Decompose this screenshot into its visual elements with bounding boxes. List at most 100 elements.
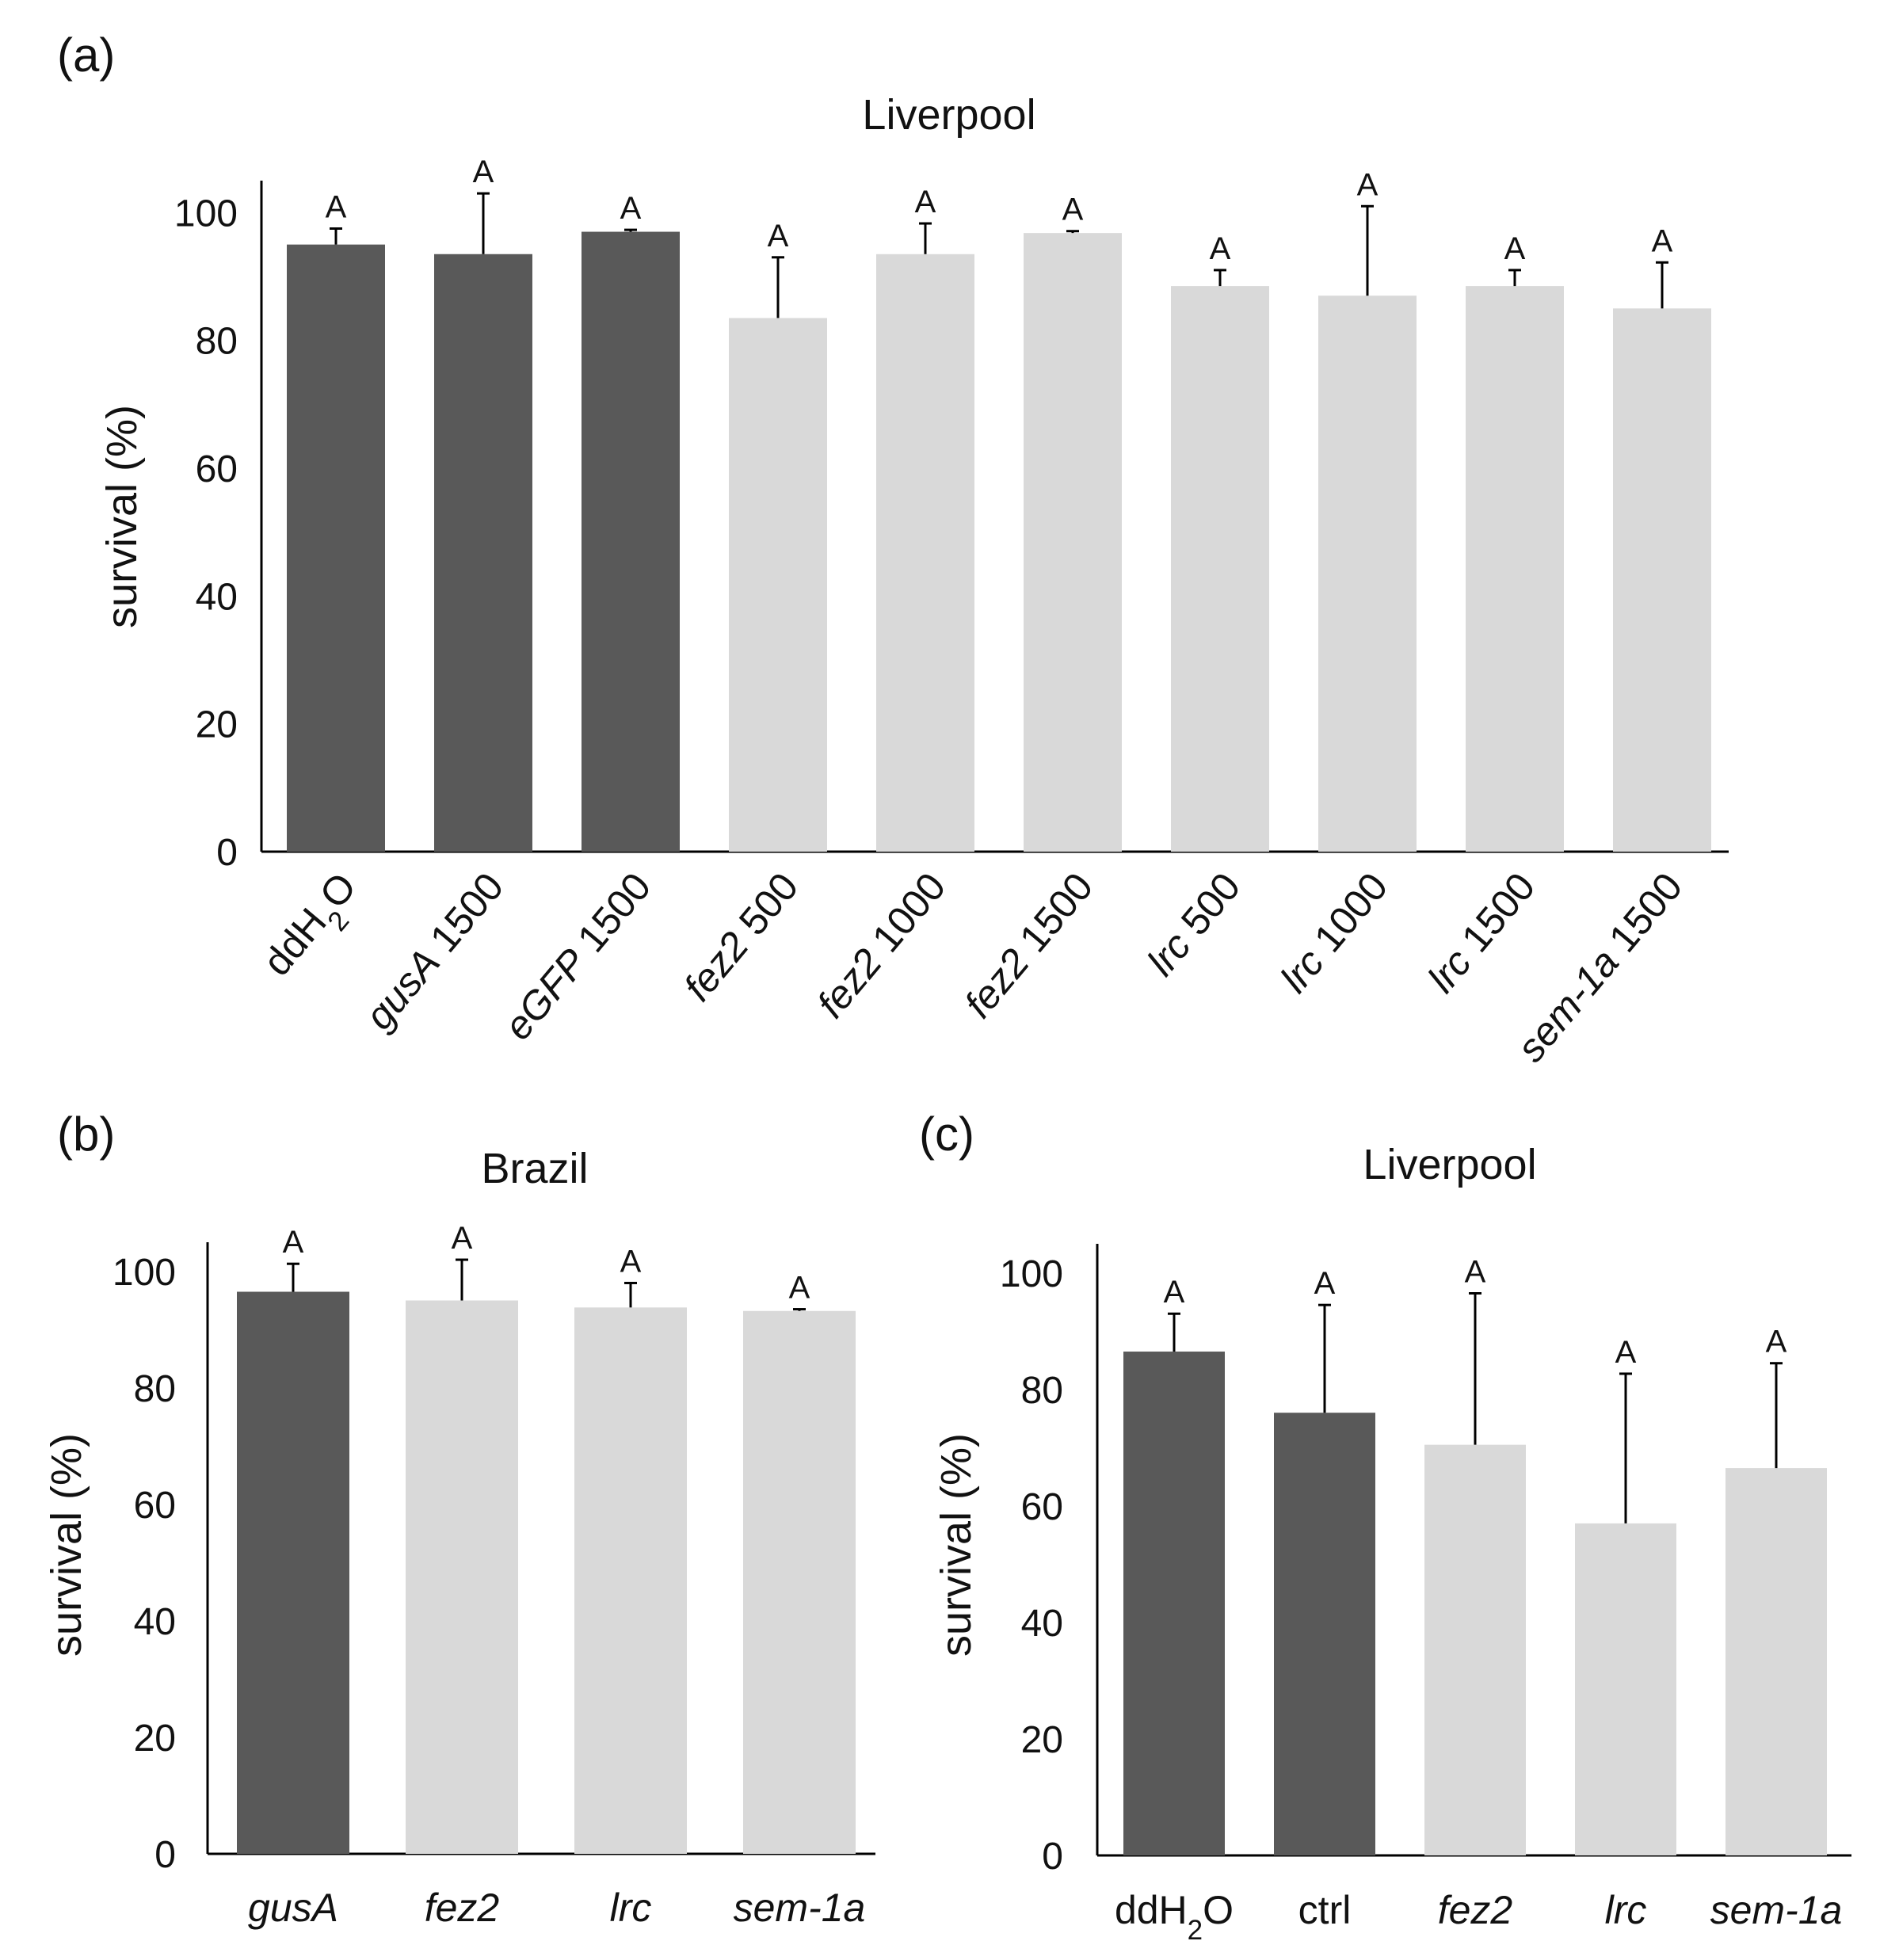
panel-a-y-tick-label: 0: [216, 832, 238, 874]
panel-a-error-bar: [1214, 269, 1226, 287]
panel-c-error-bar: [1318, 1303, 1331, 1413]
chart_data-2-categories-2-part-0: fez2: [1438, 1888, 1513, 1932]
chart_data-1-categories-2-part-0: lrc: [610, 1886, 652, 1930]
panel-a: (a) Liverpool survival (%) 0 20 40 60 80 100 A…: [57, 29, 1729, 1070]
chart_data-0-categories-2-part-1: 1500: [562, 864, 659, 969]
panel-b-y-tick-label: 60: [134, 1485, 176, 1527]
panel-a-bar: [729, 318, 827, 852]
panel-a-category-label: lrc 500: [1138, 864, 1249, 984]
panel-a-significance-label: A: [620, 191, 642, 226]
panel-a-y-tick-label: 40: [196, 576, 238, 618]
panel-c-y-tick-label: 20: [1021, 1719, 1063, 1761]
panel-c-error-bar: [1469, 1291, 1481, 1445]
panel-c-significance-label: A: [1465, 1254, 1486, 1289]
panel-a-title: Liverpool: [862, 91, 1035, 139]
panel-c-bar: [1424, 1444, 1526, 1855]
panel-a-error-bar: [477, 192, 490, 254]
panel-a-significance-label: A: [768, 219, 789, 254]
panel-a-bar: [1024, 233, 1122, 852]
panel-b-y-tick-label: 100: [112, 1252, 176, 1294]
chart_data-0-categories-9-part-0: sem-1a: [1508, 940, 1627, 1070]
chart_data-2-categories-0-part-0: ddH: [1115, 1888, 1188, 1932]
panel-a-y-tick-label: 60: [196, 448, 238, 490]
panel-a-significance-label: A: [1504, 231, 1526, 266]
panel-c-error-bar: [1770, 1362, 1783, 1469]
chart_data-2-categories-1-part-0: ctrl: [1298, 1888, 1352, 1932]
panel-c-significance-label: A: [1615, 1335, 1637, 1370]
panel-c-significance-label: A: [1766, 1325, 1787, 1359]
chart_data-0-categories-9-part-1: 1500: [1593, 864, 1691, 969]
panel-b-category-label: lrc: [610, 1886, 652, 1930]
panel-b-significance-label: A: [620, 1244, 642, 1279]
panel-c-error-bar: [1168, 1312, 1180, 1352]
panel-a-error-bar: [330, 227, 342, 245]
chart_data-2-categories-0-part-2: O: [1203, 1888, 1234, 1932]
chart_data-0-categories-1-part-1: 1500: [414, 864, 512, 969]
panel-a-bar: [876, 254, 974, 852]
panel-b-error-bar: [624, 1281, 637, 1308]
panel-b-error-bar: [287, 1262, 299, 1292]
panel-b-bar: [574, 1307, 687, 1854]
panel-c-y-tick-label: 40: [1021, 1603, 1063, 1645]
chart_data-0-categories-7-part-1: 1000: [1298, 864, 1396, 969]
chart_data-2-categories-0-part-1: 2: [1188, 1915, 1203, 1946]
panel-a-category-label: lrc 1500: [1419, 864, 1543, 1001]
panel-b-title: Brazil: [481, 1145, 588, 1192]
panel-c-bar: [1274, 1413, 1375, 1855]
panel-c: (c) Liverpool survival (%) 0 20 40 60 80 100 A…: [919, 1108, 1851, 1946]
chart_data-0-categories-5-part-1: 1500: [1004, 864, 1101, 969]
panel-a-category-label: fez2 1000: [808, 864, 954, 1026]
panel-b-y-tick-label: 80: [134, 1368, 176, 1410]
panel-a-y-tick-label: 100: [174, 193, 238, 235]
panel-c-bar: [1725, 1468, 1827, 1855]
panel-c-category-label: lrc: [1605, 1888, 1647, 1932]
panel-b-y-tick-label: 0: [154, 1834, 176, 1876]
chart_data-1-categories-1-part-0: fez2: [425, 1886, 500, 1930]
panel-b-significance-label: A: [452, 1221, 473, 1256]
panel-a-bar: [1318, 296, 1417, 852]
panel-b-significance-label: A: [283, 1225, 304, 1260]
panel-a-y-tick-label: 80: [196, 321, 238, 363]
panel-b-category-label: fez2: [425, 1886, 500, 1930]
panel-a-y-tick-label: 20: [196, 704, 238, 746]
panel-a-bar: [434, 254, 532, 852]
panel-b-y-tick-label: 20: [134, 1718, 176, 1760]
panel-c-y-tick-label: 80: [1021, 1370, 1063, 1412]
panel-b-significance-label: A: [789, 1271, 810, 1306]
panel-a-error-bar: [772, 256, 784, 318]
panel-b-error-bar: [793, 1308, 806, 1311]
panel-a-category-label: eGFP 1500: [495, 864, 659, 1048]
panel-c-y-tick-label: 60: [1021, 1486, 1063, 1528]
panel-a-significance-label: A: [915, 185, 936, 219]
panel-a-error-bar: [624, 228, 637, 232]
panel-c-y-tick-label: 100: [1000, 1253, 1063, 1295]
panel-a-y-axis-title: survival (%): [98, 405, 146, 628]
panel-c-bar: [1575, 1523, 1676, 1855]
chart_data-0-categories-8-part-1: 1500: [1446, 864, 1543, 969]
panel-a-bar: [287, 244, 385, 852]
chart_data-0-categories-0-part-0: ddH: [254, 900, 335, 984]
panel-c-category-label: fez2: [1438, 1888, 1513, 1932]
panel-b-category-label: sem-1a: [734, 1886, 866, 1930]
panel-c-title: Liverpool: [1363, 1141, 1536, 1188]
panel-b-bar: [237, 1291, 349, 1854]
panel-a-category-label: fez2 500: [675, 864, 807, 1009]
panel-b-error-bar: [456, 1258, 468, 1301]
panel-a-error-bar: [1508, 269, 1521, 287]
panel-c-label: (c): [919, 1108, 974, 1161]
panel-a-significance-label: A: [1652, 223, 1673, 258]
panel-b-y-axis-title: survival (%): [43, 1433, 90, 1657]
panel-a-significance-label: A: [1062, 193, 1084, 227]
panel-b-bar: [406, 1300, 518, 1854]
panel-a-label: (a): [57, 29, 115, 82]
panel-c-significance-label: A: [1164, 1275, 1185, 1310]
panel-a-error-bar: [1066, 230, 1079, 234]
panel-a-category-label: gusA 1500: [357, 864, 513, 1038]
panel-c-y-axis-title: survival (%): [932, 1433, 980, 1657]
chart_data-1-categories-3-part-0: sem-1a: [734, 1886, 866, 1930]
chart_data-0-categories-0-part-2: O: [311, 864, 365, 917]
panel-a-significance-label: A: [473, 154, 494, 189]
